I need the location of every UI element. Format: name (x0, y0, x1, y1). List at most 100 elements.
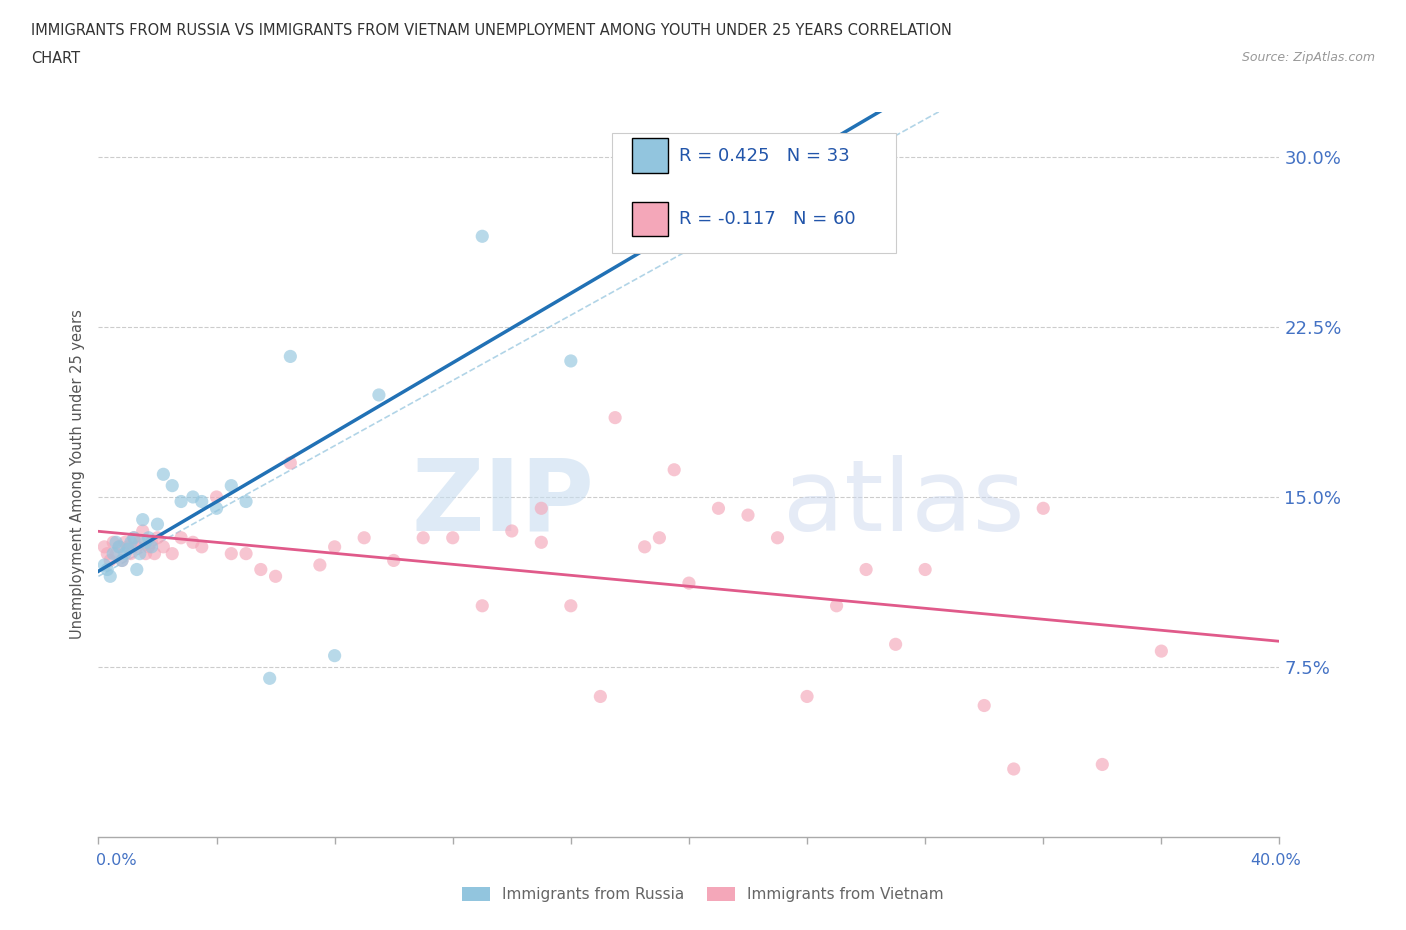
Text: ZIP: ZIP (412, 455, 595, 551)
Point (678, 576, 700, 591)
Point (250, 562, 273, 577)
FancyBboxPatch shape (612, 133, 896, 253)
Point (143, 546, 166, 561)
Text: Source: ZipAtlas.com: Source: ZipAtlas.com (1241, 51, 1375, 64)
Point (93, 539, 115, 554)
Point (120, 535, 142, 550)
Point (471, 598, 494, 613)
Point (114, 535, 136, 550)
Point (973, 698, 995, 713)
Point (501, 524, 523, 538)
Point (122, 530, 145, 545)
Point (368, 388, 391, 403)
Point (103, 535, 125, 550)
Point (309, 558, 332, 573)
Point (278, 349, 302, 364)
Point (471, 229, 494, 244)
Point (117, 541, 139, 556)
Point (98, 569, 121, 584)
Point (825, 598, 848, 613)
Y-axis label: Unemployment Among Youth under 25 years: Unemployment Among Youth under 25 years (70, 310, 86, 639)
Text: 0.0%: 0.0% (96, 853, 136, 868)
Point (323, 648, 346, 663)
Point (114, 546, 136, 561)
Point (530, 535, 553, 550)
Point (141, 539, 163, 554)
Point (138, 530, 160, 545)
Point (141, 535, 163, 550)
Point (162, 546, 183, 561)
Point (914, 562, 936, 577)
Point (146, 517, 169, 532)
Point (132, 524, 155, 538)
Point (766, 530, 789, 545)
Point (108, 539, 131, 554)
Point (560, 353, 582, 368)
Point (170, 530, 193, 545)
Point (111, 553, 134, 568)
Point (135, 535, 157, 550)
Point (117, 539, 139, 554)
Point (1032, 501, 1054, 516)
Point (152, 539, 174, 554)
Point (648, 530, 671, 545)
Point (264, 569, 287, 584)
Point (111, 553, 134, 568)
Point (132, 512, 155, 527)
Point (125, 562, 148, 577)
Point (796, 689, 818, 704)
Point (605, 410, 627, 425)
Point (96, 562, 118, 577)
Text: CHART: CHART (31, 51, 80, 66)
Point (181, 489, 204, 504)
Point (323, 539, 346, 554)
Point (382, 553, 405, 568)
Point (96, 546, 118, 561)
Point (120, 546, 142, 561)
Point (105, 546, 128, 561)
Point (235, 546, 257, 561)
Point (884, 637, 907, 652)
Point (353, 530, 375, 545)
Point (105, 535, 128, 550)
Point (128, 546, 150, 561)
Text: IMMIGRANTS FROM RUSSIA VS IMMIGRANTS FROM VIETNAM UNEMPLOYMENT AMONG YOUTH UNDER: IMMIGRANTS FROM RUSSIA VS IMMIGRANTS FRO… (31, 23, 952, 38)
Point (181, 535, 204, 550)
Point (219, 546, 242, 561)
Point (560, 598, 582, 613)
Point (633, 539, 655, 554)
Point (162, 478, 183, 493)
Point (191, 494, 214, 509)
Point (235, 494, 257, 509)
Point (108, 539, 131, 554)
Point (278, 456, 302, 471)
Point (219, 478, 242, 493)
Point (707, 501, 730, 516)
Point (1091, 757, 1114, 772)
Point (633, 161, 655, 176)
Point (412, 530, 434, 545)
Point (93, 558, 115, 573)
Point (146, 530, 169, 545)
Point (98, 553, 121, 568)
Point (589, 689, 612, 704)
Point (103, 546, 125, 561)
Point (138, 539, 160, 554)
Point (664, 462, 686, 477)
Legend: Immigrants from Russia, Immigrants from Vietnam: Immigrants from Russia, Immigrants from … (457, 881, 949, 909)
Text: 40.0%: 40.0% (1250, 853, 1301, 868)
Point (205, 489, 228, 504)
Point (441, 530, 464, 545)
Point (152, 467, 174, 482)
Text: atlas: atlas (783, 455, 1025, 551)
Point (125, 539, 148, 554)
Point (191, 539, 214, 554)
Point (1150, 644, 1173, 658)
FancyBboxPatch shape (633, 139, 668, 173)
Point (1002, 762, 1025, 777)
Text: R = -0.117   N = 60: R = -0.117 N = 60 (679, 210, 856, 228)
Point (259, 671, 281, 685)
FancyBboxPatch shape (633, 202, 668, 236)
Point (737, 508, 759, 523)
Point (128, 535, 150, 550)
